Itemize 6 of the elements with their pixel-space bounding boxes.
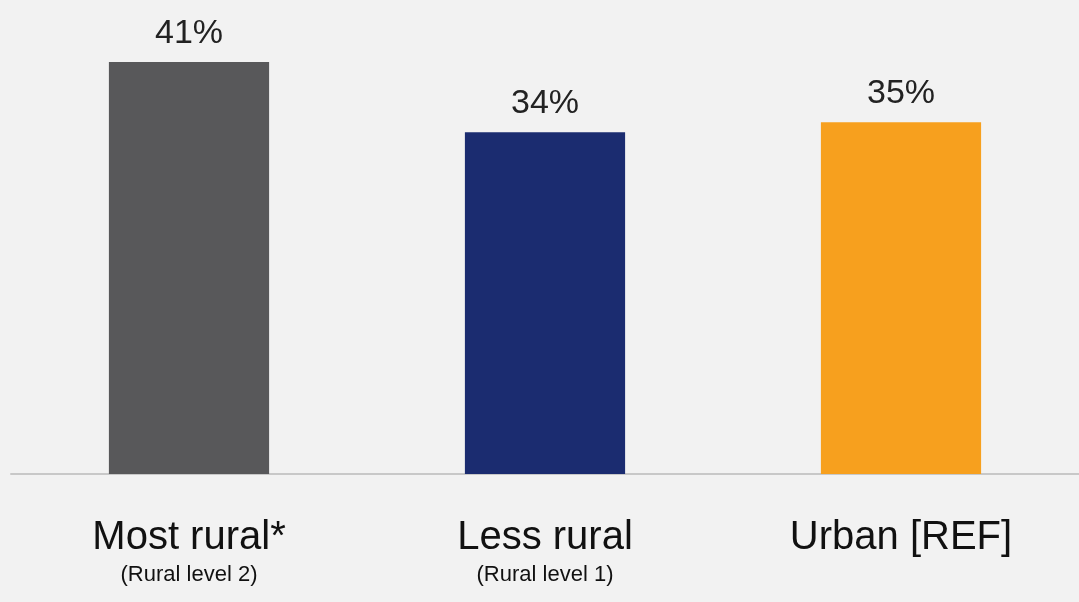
x-tick-label: Urban [REF] (789, 513, 1013, 557)
data-label: 35% (866, 72, 936, 111)
x-tick-label: Less rural (Rural level 1) (457, 513, 633, 586)
data-label: 34% (510, 82, 580, 121)
data-label: 41% (154, 12, 224, 50)
x-tick-label: Most rural* (Rural level 2) (92, 513, 286, 586)
